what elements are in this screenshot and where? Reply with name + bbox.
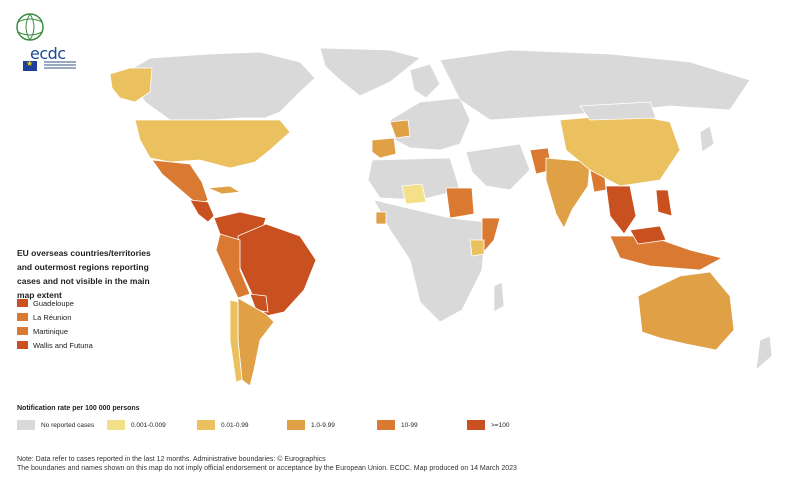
region-ghana	[375, 211, 387, 225]
overseas-swatch	[17, 299, 28, 307]
legend-item: No reported cases	[17, 420, 107, 430]
region-middle-east	[465, 143, 531, 191]
region-japan	[699, 125, 715, 153]
region-spain-portugal	[371, 137, 397, 159]
legend: No reported cases 0.001-0.009 0.01-0.99 …	[17, 420, 557, 430]
legend-swatch	[287, 420, 305, 430]
region-russia	[439, 49, 751, 121]
region-sudan	[445, 187, 475, 219]
legend-label: 10-99	[401, 421, 418, 429]
legend-swatch	[17, 420, 35, 430]
region-australia	[637, 271, 735, 351]
region-greenland	[319, 47, 421, 97]
region-france	[389, 119, 411, 139]
legend-item: 10-99	[377, 420, 467, 430]
region-paraguay	[249, 293, 269, 313]
legend-swatch	[107, 420, 125, 430]
overseas-item: La Réunion	[17, 310, 93, 324]
overseas-label: La Réunion	[33, 312, 72, 322]
region-canada	[129, 51, 316, 121]
logo-text: ecdc	[30, 44, 66, 63]
region-brazil	[237, 223, 317, 317]
legend-item: 0.01-0.99	[197, 420, 287, 430]
region-indochina	[605, 185, 637, 235]
notes: Note: Data refer to cases reported in th…	[17, 455, 517, 473]
legend-swatch	[197, 420, 215, 430]
region-indonesia	[609, 235, 724, 271]
region-malaysia	[629, 225, 667, 245]
region-mexico	[151, 159, 209, 207]
region-chile	[229, 299, 243, 383]
legend-label: >=100	[491, 421, 510, 429]
overseas-label: Guadeloupe	[33, 298, 74, 308]
region-mongolia	[579, 101, 657, 121]
region-europe	[389, 97, 471, 151]
legend-swatch	[467, 420, 485, 430]
note-line-2: The boundaries and names shown on this m…	[17, 465, 517, 472]
legend-item: 1.0-9.99	[287, 420, 377, 430]
eu-flag-icon	[23, 59, 37, 71]
region-philippines	[655, 189, 673, 217]
legend-swatch	[377, 420, 395, 430]
legend-label: 1.0-9.99	[311, 421, 335, 429]
overseas-swatch	[17, 327, 28, 335]
legend-label: 0.01-0.99	[221, 421, 249, 429]
region-scandinavia	[409, 63, 441, 99]
note-line-1: Note: Data refer to cases reported in th…	[17, 456, 326, 463]
ecdc-logo: ecdc	[8, 10, 78, 71]
region-new-zealand	[755, 335, 773, 372]
overseas-swatch	[17, 313, 28, 321]
overseas-title: EU overseas countries/territories and ou…	[17, 248, 151, 300]
overseas-item: Martinique	[17, 324, 93, 338]
region-usa	[134, 119, 291, 169]
overseas-item: Guadeloupe	[17, 296, 93, 310]
globe-icon	[16, 13, 44, 41]
region-central-africa	[373, 199, 487, 323]
region-kenya	[469, 239, 485, 257]
region-alaska	[109, 67, 153, 103]
legend-item: >=100	[467, 420, 557, 430]
region-caribbean	[207, 185, 242, 195]
logo-subtitle-lines	[44, 61, 76, 70]
overseas-item: Wallis and Futuna	[17, 338, 93, 352]
overseas-list: Guadeloupe La Réunion Martinique Wallis …	[17, 296, 93, 352]
overseas-label: Wallis and Futuna	[33, 340, 93, 350]
legend-item: 0.001-0.009	[107, 420, 197, 430]
region-india	[545, 157, 591, 229]
legend-title: Notification rate per 100 000 persons	[17, 405, 140, 412]
region-niger	[401, 183, 427, 205]
legend-label: 0.001-0.009	[131, 421, 166, 429]
region-peru-bolivia	[215, 233, 251, 299]
region-madagascar	[493, 281, 505, 313]
legend-label: No reported cases	[41, 421, 95, 429]
overseas-swatch	[17, 341, 28, 349]
region-somalia	[481, 217, 501, 256]
overseas-label: Martinique	[33, 326, 69, 336]
region-central-america	[189, 199, 215, 223]
world-map	[109, 47, 773, 387]
